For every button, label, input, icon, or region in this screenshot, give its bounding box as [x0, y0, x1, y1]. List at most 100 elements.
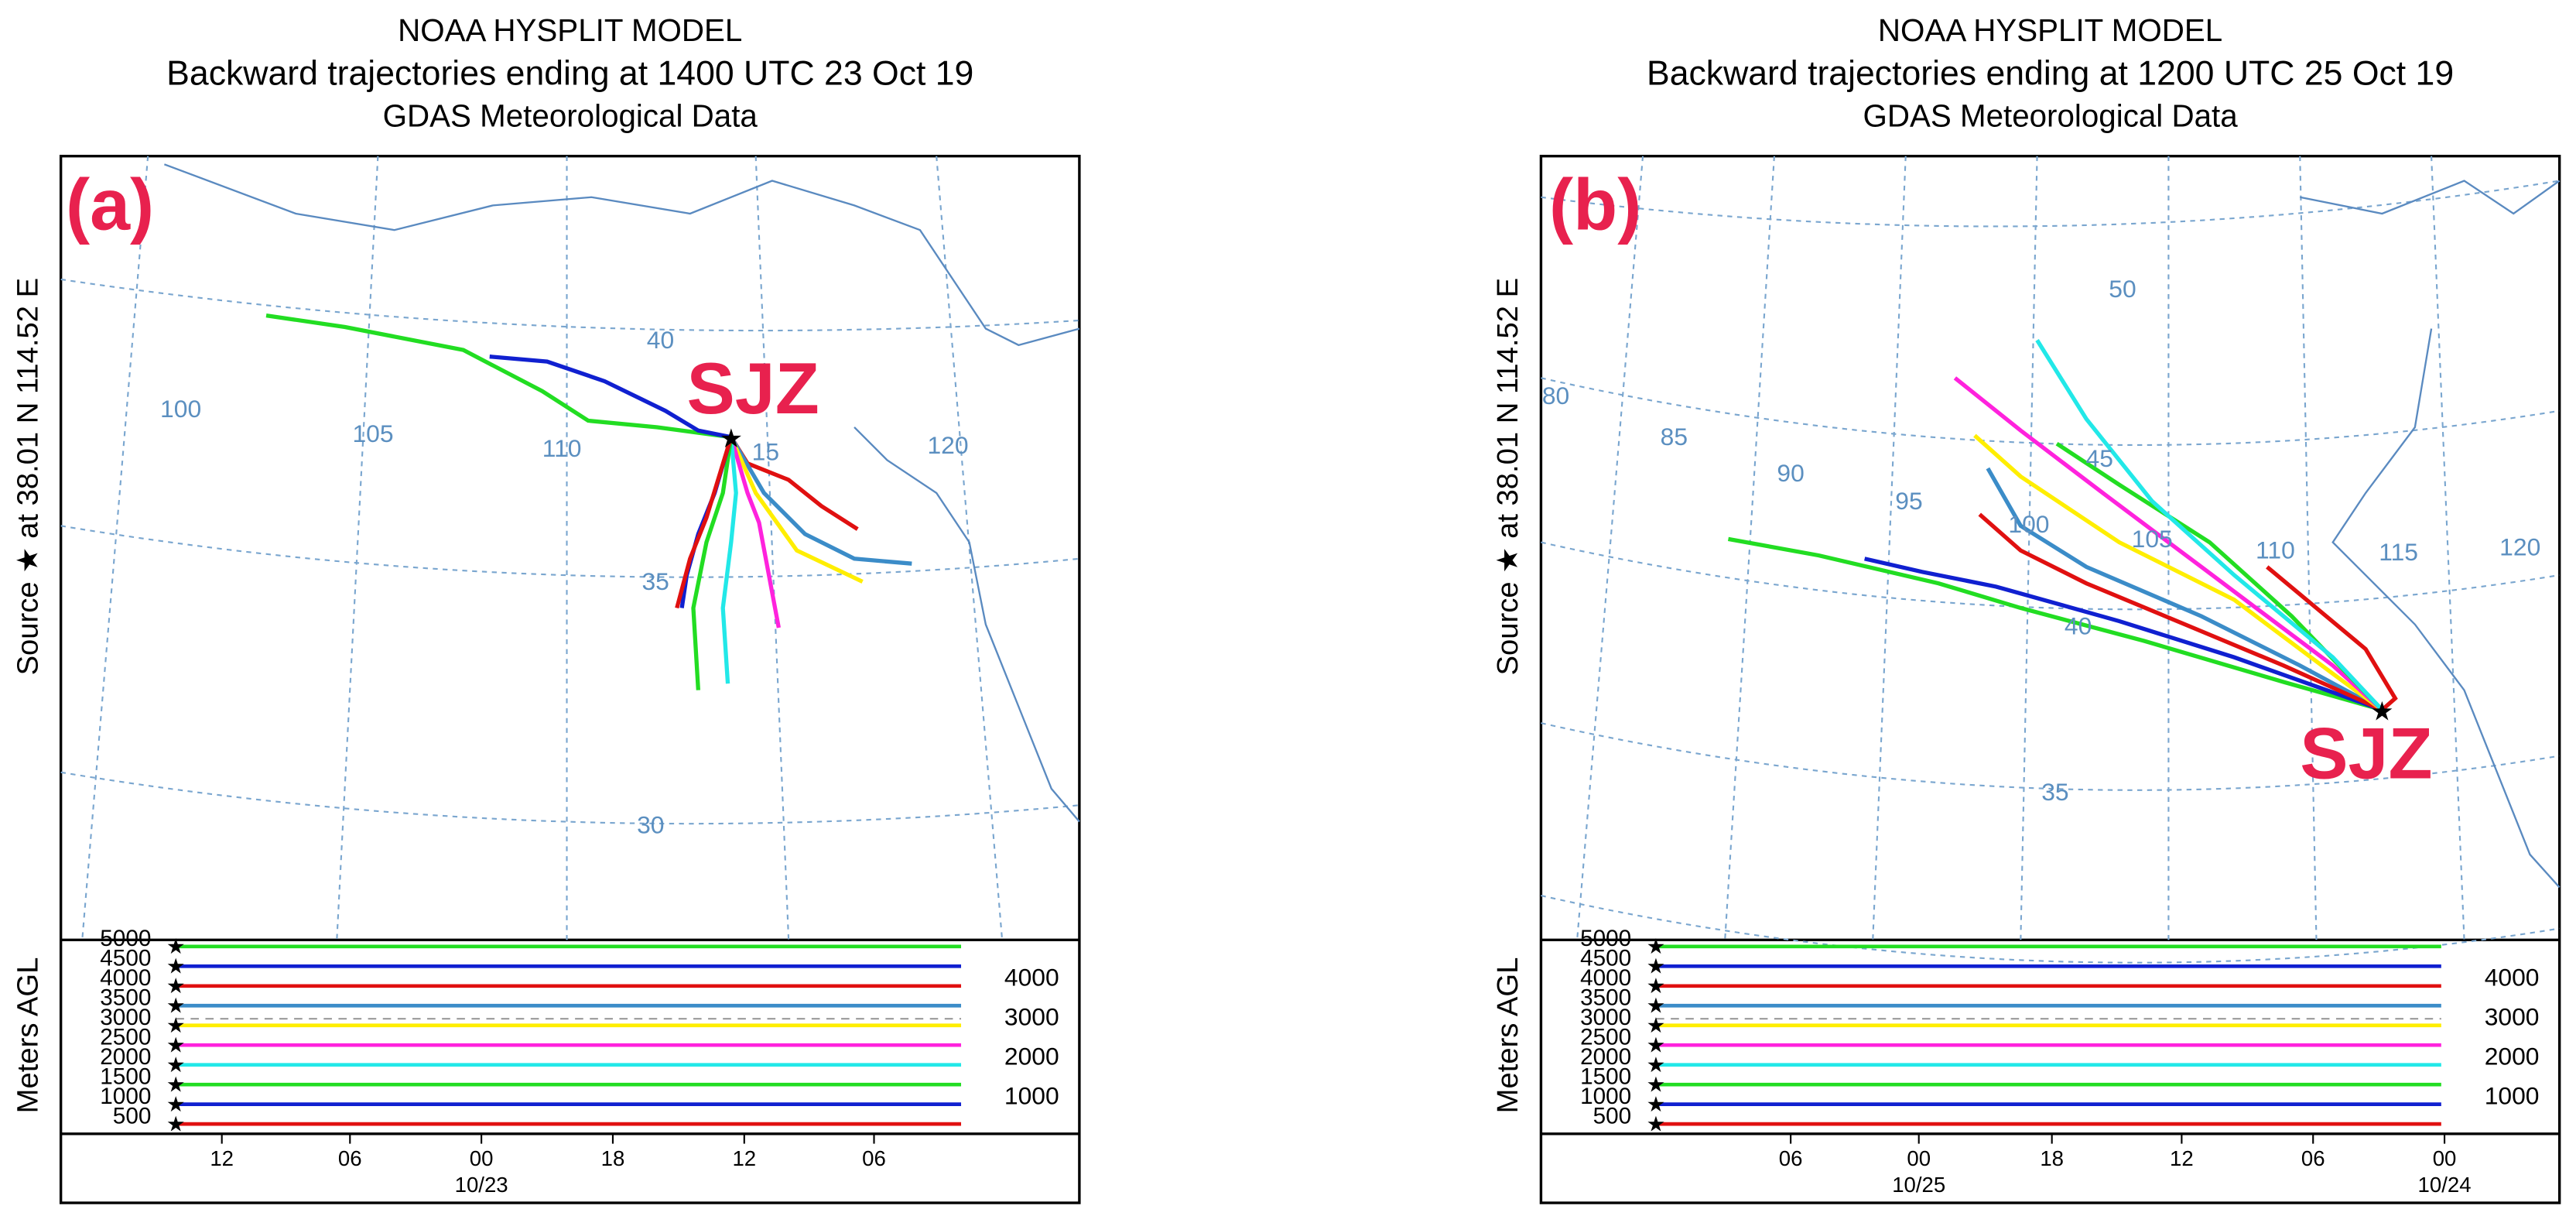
- height-label-right: 1000: [1004, 1082, 1059, 1110]
- source-star: ★: [1647, 934, 1666, 958]
- source-star: ★: [1647, 1013, 1666, 1037]
- height-label: 2000: [100, 1044, 151, 1070]
- longitude-label: 115: [2379, 538, 2418, 566]
- longitude-label: 85: [1661, 423, 1688, 450]
- source-label: Source ★ at 38.01 N 114.52 E: [11, 278, 44, 676]
- source-star: ★: [1647, 1073, 1666, 1097]
- source-star: ★: [166, 1033, 186, 1057]
- source-star: ★: [166, 974, 186, 998]
- time-label: 18: [601, 1146, 625, 1170]
- time-label: 00: [1907, 1146, 1931, 1170]
- site-label: SJZ: [686, 348, 819, 429]
- panel-label: (a): [66, 163, 154, 245]
- longitude-label: 90: [1777, 459, 1804, 487]
- height-label: 4500: [100, 946, 151, 971]
- height-label: 3000: [100, 1005, 151, 1030]
- panel-header: Backward trajectories ending at 1400 UTC…: [166, 54, 973, 92]
- longitude-label: 100: [2008, 510, 2049, 538]
- time-label: 18: [2040, 1146, 2064, 1170]
- source-star: ★: [1647, 994, 1666, 1018]
- latitude-label: 30: [637, 810, 664, 838]
- source-star: ★: [166, 954, 186, 978]
- source-star: ★: [1647, 974, 1666, 998]
- map-grid: [60, 156, 2560, 964]
- latitude-label: 35: [2041, 778, 2068, 806]
- panel-header: NOAA HYSPLIT MODEL: [1878, 12, 2222, 48]
- height-label: 2000: [1580, 1044, 1631, 1070]
- longitude-label: 120: [927, 431, 968, 459]
- longitude-label: 80: [1542, 382, 1569, 409]
- height-label: 1500: [1580, 1064, 1631, 1090]
- height-label: 2500: [100, 1025, 151, 1050]
- coastline: [163, 163, 2561, 889]
- height-label-right: 2000: [1004, 1043, 1059, 1070]
- height-label: 3500: [100, 985, 151, 1011]
- height-label: 1500: [100, 1064, 151, 1090]
- latitude-label: 40: [2065, 611, 2092, 639]
- source-star: ★: [166, 1053, 186, 1077]
- longitude-label: 95: [1895, 487, 1922, 515]
- site-label: SJZ: [2300, 712, 2432, 793]
- date-label: 10/25: [1892, 1173, 1945, 1197]
- source-star: ★: [166, 1073, 186, 1097]
- svg-text:★: ★: [720, 424, 743, 454]
- height-label: 3500: [1580, 985, 1631, 1011]
- svg-text:★: ★: [2370, 697, 2393, 726]
- latitude-label: 50: [2109, 275, 2136, 303]
- panel-label: (b): [1549, 163, 1641, 245]
- source-star: ★: [166, 1013, 186, 1037]
- longitude-label: 15: [752, 437, 779, 465]
- height-label: 4500: [1580, 946, 1631, 971]
- source-star: ★: [1647, 1033, 1666, 1057]
- panel-header: NOAA HYSPLIT MODEL: [398, 12, 742, 48]
- time-label: 06: [338, 1146, 362, 1170]
- height-label: 500: [113, 1103, 152, 1129]
- source-star: ★: [166, 994, 186, 1018]
- latitude-label: 40: [647, 326, 674, 354]
- source-star: ★: [166, 934, 186, 958]
- panel-header: GDAS Meteorological Data: [383, 98, 758, 134]
- panel-header: Backward trajectories ending at 1200 UTC…: [1647, 54, 2454, 92]
- height-axis-title: Meters AGL: [1491, 957, 1524, 1114]
- height-label: 2500: [1580, 1025, 1631, 1050]
- latitude-label: 45: [2086, 444, 2113, 472]
- height-label: 4000: [1580, 965, 1631, 991]
- source-star: ★: [166, 1092, 186, 1116]
- source-star: ★: [1647, 1092, 1666, 1116]
- height-label-right: 3000: [2485, 1003, 2540, 1031]
- height-label: 4000: [100, 965, 151, 991]
- source-star: ★: [1647, 1112, 1666, 1136]
- frames: [59, 154, 2561, 1204]
- longitude-label: 110: [2256, 536, 2295, 564]
- trajectories: ★ ★: [265, 313, 2398, 726]
- height-label: 500: [1593, 1103, 1632, 1129]
- longitude-label: 120: [2499, 533, 2540, 560]
- height-label: 3000: [1580, 1005, 1631, 1030]
- height-label: 1000: [100, 1084, 151, 1109]
- source-star: ★: [1647, 1053, 1666, 1077]
- height-axis-title: Meters AGL: [11, 957, 44, 1114]
- time-label: 00: [470, 1146, 494, 1170]
- time-label: 12: [2170, 1146, 2194, 1170]
- date-label: 10/24: [2418, 1173, 2472, 1197]
- height-label: 1000: [1580, 1084, 1631, 1109]
- height-label-right: 1000: [2485, 1082, 2540, 1110]
- height-label-right: 4000: [2485, 964, 2540, 992]
- time-label: 06: [2301, 1146, 2325, 1170]
- panel-header: GDAS Meteorological Data: [1863, 98, 2238, 134]
- time-label: 00: [2433, 1146, 2457, 1170]
- time-label: 12: [732, 1146, 756, 1170]
- time-label: 06: [862, 1146, 886, 1170]
- time-label: 12: [210, 1146, 234, 1170]
- source-star: ★: [1647, 954, 1666, 978]
- height-label-right: 2000: [2485, 1043, 2540, 1070]
- longitude-label: 105: [352, 420, 393, 447]
- source-label: Source ★ at 38.01 N 114.52 E: [1491, 278, 1524, 676]
- time-label: 06: [1779, 1146, 1803, 1170]
- longitude-label: 110: [542, 434, 582, 462]
- height-label: 5000: [100, 926, 151, 951]
- latitude-label: 35: [641, 567, 669, 595]
- date-label: 10/23: [455, 1173, 508, 1197]
- longitude-label: 105: [2132, 525, 2173, 553]
